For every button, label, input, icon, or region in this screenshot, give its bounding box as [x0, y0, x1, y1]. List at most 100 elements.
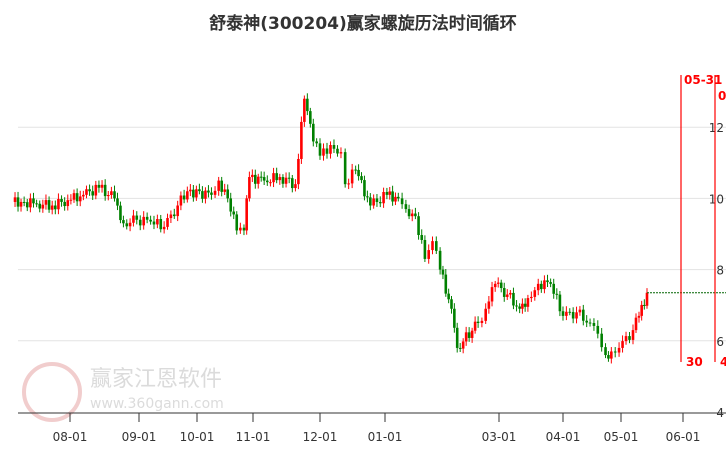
candle-body: [35, 203, 38, 205]
candle-body: [453, 308, 456, 328]
candle-body: [325, 148, 329, 154]
candle-body: [332, 145, 336, 149]
candle-body: [159, 219, 163, 230]
candle-body: [256, 176, 260, 184]
candle-body: [628, 336, 631, 340]
x-ticks: 08-01 09-01 10-01 11-01 12-01 01-01 03-01 04-01…: [53, 413, 701, 444]
y-tick-label: 10: [709, 192, 724, 206]
candle-body: [22, 201, 26, 203]
candle-body: [235, 214, 239, 231]
candle-body: [363, 180, 366, 197]
candle-body: [536, 283, 540, 291]
candle-body: [546, 280, 549, 283]
candle-body: [455, 327, 459, 348]
candle-body: [391, 191, 394, 202]
candle-body: [251, 174, 254, 178]
candle-body: [558, 294, 562, 312]
candle-body: [561, 311, 565, 316]
candle-body: [552, 283, 556, 294]
candle-body: [309, 111, 312, 124]
candle-body: [571, 312, 575, 319]
candle-body: [149, 219, 152, 222]
candle-body: [407, 209, 411, 217]
candle-body: [450, 299, 453, 309]
candle-body: [461, 341, 465, 349]
y-tick-label: 12: [709, 121, 724, 135]
candle-body: [229, 198, 233, 212]
candle-body: [427, 250, 430, 259]
candle-body: [135, 215, 139, 220]
candle-body: [275, 173, 278, 181]
candle-body: [213, 190, 217, 195]
candle-body: [347, 183, 350, 185]
candle-body: [526, 298, 530, 307]
candle-body: [640, 304, 643, 316]
watermark-logo: [22, 362, 82, 422]
candle-body: [25, 202, 29, 208]
candle-body: [318, 143, 322, 156]
candle-body: [16, 197, 20, 207]
candle-body: [343, 152, 347, 185]
candle-body: [397, 196, 400, 199]
candle-body: [88, 189, 91, 192]
candle-body: [278, 177, 282, 181]
candle-body: [315, 141, 318, 144]
candle-body: [592, 323, 596, 326]
candle-body: [372, 198, 375, 206]
candle-body: [297, 158, 300, 185]
candle-body: [189, 189, 192, 192]
candle-body: [467, 332, 471, 338]
candle-body: [521, 303, 524, 309]
candle-body: [336, 148, 339, 154]
candle-body: [438, 250, 442, 270]
candle-body: [357, 169, 360, 177]
candle-body: [431, 241, 434, 251]
candle-body: [366, 196, 369, 198]
candle-body: [162, 226, 166, 230]
candle-body: [375, 198, 379, 203]
candle-body: [530, 296, 533, 299]
candle-body: [607, 355, 610, 359]
candle-body: [621, 341, 624, 348]
x-tick-label: 06-01: [666, 430, 701, 444]
candle-body: [600, 333, 603, 348]
watermark-url: www.360gann.com: [90, 396, 224, 412]
candle-body: [613, 351, 617, 353]
candle-body: [156, 219, 159, 225]
candle-body: [97, 184, 101, 188]
candle-body: [13, 197, 17, 202]
candle-body: [69, 199, 73, 201]
candle-body: [617, 347, 621, 353]
cycle-date-label: 05-31: [684, 73, 722, 87]
candle-body: [226, 189, 230, 199]
x-tick-label: 10-01: [180, 430, 215, 444]
candle-body: [300, 121, 303, 159]
candle-body: [565, 311, 568, 316]
candle-body: [179, 195, 183, 206]
candle-body: [232, 211, 236, 215]
candle-body: [132, 215, 135, 223]
candle-body: [385, 191, 389, 195]
candle-body: [634, 317, 638, 331]
candle-body: [142, 216, 145, 226]
candle-body: [128, 222, 132, 227]
candle-body: [41, 204, 45, 209]
candle-body: [265, 180, 269, 183]
candle-body: [382, 191, 385, 204]
candle-body: [512, 292, 515, 306]
chart-title: 舒泰神(300204)赢家螺旋历法时间循环: [209, 14, 517, 34]
candle-body: [322, 148, 325, 156]
candle-body: [182, 195, 186, 200]
candles: [13, 93, 726, 364]
candle-body: [186, 191, 189, 200]
candle-body: [103, 184, 107, 197]
candle-body: [138, 219, 142, 226]
candle-body: [172, 214, 176, 217]
candle-body: [38, 203, 42, 209]
candle-body: [339, 152, 343, 154]
candle-body: [329, 145, 332, 154]
candle-body: [19, 201, 23, 207]
candle-body: [198, 189, 201, 192]
candle-body: [568, 311, 572, 313]
